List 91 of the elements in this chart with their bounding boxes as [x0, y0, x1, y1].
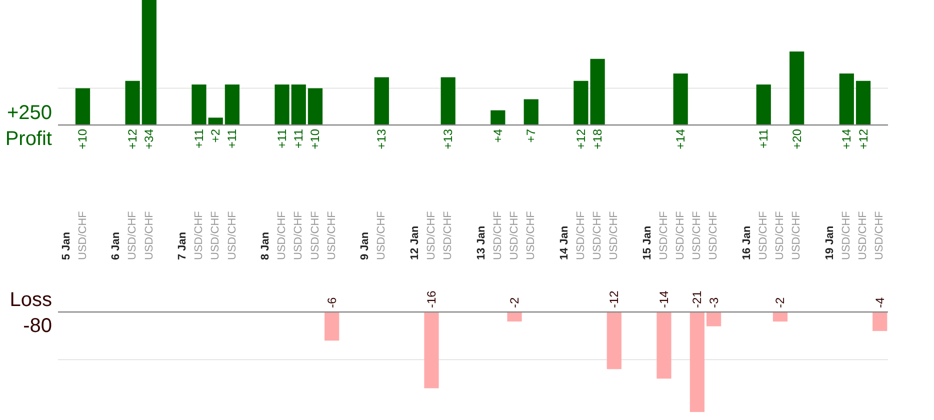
data-label: -2	[508, 297, 522, 308]
data-label: +11	[756, 128, 771, 148]
data-label: -3	[706, 297, 721, 308]
data-label: -12	[607, 290, 622, 308]
data-label: +12	[856, 128, 870, 150]
data-label: +2	[208, 128, 223, 143]
bar	[308, 88, 323, 125]
data-label: -2	[773, 297, 788, 308]
x-tick-label: USD/CHF	[658, 210, 670, 260]
x-tick-label: 5 Jan	[60, 232, 72, 260]
x-tick-label: USD/CHF	[874, 210, 886, 260]
x-tick-label: USD/CHF	[774, 210, 786, 260]
bar	[524, 99, 538, 125]
data-label: +14	[674, 128, 688, 150]
bar	[790, 51, 804, 125]
series-label: Profit	[5, 128, 52, 150]
x-tick-label: USD/CHF	[292, 210, 305, 260]
x-tick-label: USD/CHF	[76, 210, 89, 260]
x-tick-label: USD/CHF	[525, 210, 538, 260]
bar	[673, 74, 688, 125]
text: -80	[23, 315, 52, 337]
bar	[224, 84, 240, 125]
bar	[291, 84, 306, 125]
data-label: +10	[76, 128, 90, 150]
x-tick-label: USD/CHF	[492, 210, 504, 260]
x-tick-label: 13 Jan	[475, 225, 488, 260]
x-tick-label: USD/CHF	[210, 210, 222, 260]
x-tick-label: USD/CHF	[674, 210, 686, 260]
data-label: +7	[524, 128, 538, 143]
data-label: -4	[872, 297, 887, 308]
data-label: +20	[790, 128, 804, 150]
data-label: -6	[324, 297, 339, 308]
x-tick-label: USD/CHF	[857, 210, 870, 260]
text: Loss	[10, 289, 52, 311]
x-tick-label: USD/CHF	[790, 210, 803, 260]
text: +250	[6, 102, 52, 124]
x-tick-label: USD/CHF	[126, 210, 139, 260]
data-label: +34	[142, 128, 156, 150]
bar	[374, 77, 389, 125]
bar	[75, 88, 90, 125]
x-tick-label: USD/CHF	[376, 210, 388, 260]
x-tick-label: 16 Jan	[740, 225, 753, 260]
x-tick-label: 8 Jan	[260, 232, 272, 260]
bar	[856, 80, 871, 125]
data-label: -21	[690, 290, 704, 308]
x-tick-label: USD/CHF	[326, 210, 338, 260]
x-tick-label: USD/CHF	[276, 210, 288, 260]
bar	[142, 0, 156, 125]
x-tick-label: 12 Jan	[408, 225, 421, 260]
x-tick-label: USD/CHF	[758, 210, 770, 260]
x-tick-label: USD/CHF	[840, 210, 852, 260]
data-label: +13	[374, 128, 389, 150]
data-label: +11	[292, 128, 306, 148]
x-tick-label: USD/CHF	[574, 210, 587, 260]
data-label: +11	[192, 128, 206, 148]
data-label: +14	[840, 128, 854, 150]
x-tick-label: USD/CHF	[608, 210, 620, 260]
x-tick-label: USD/CHF	[442, 210, 454, 260]
x-tick-label: 14 Jan	[558, 225, 570, 260]
x-tick-label: USD/CHF	[143, 210, 156, 260]
x-tick-label: USD/CHF	[226, 210, 238, 260]
x-tick-label: USD/CHF	[508, 210, 520, 260]
bar	[125, 80, 140, 125]
data-label: +11	[225, 128, 240, 148]
bar	[839, 74, 854, 125]
data-label: +13	[441, 128, 456, 150]
x-tick-label: USD/CHF	[193, 210, 206, 260]
x-tick-label: 7 Jan	[176, 232, 188, 260]
x-tick-label: 6 Jan	[110, 232, 122, 260]
data-label: -14	[656, 290, 671, 308]
bar	[192, 84, 206, 125]
data-label: -16	[424, 290, 438, 308]
x-tick-label: USD/CHF	[309, 210, 322, 260]
data-label: +12	[574, 128, 588, 150]
data-label: +4	[490, 128, 505, 143]
bar	[274, 84, 290, 125]
x-tick-label: USD/CHF	[691, 210, 704, 260]
data-label: +11	[275, 128, 290, 148]
data-label: +10	[308, 128, 322, 150]
bar	[490, 110, 506, 125]
bar	[440, 77, 456, 125]
x-tick-label: USD/CHF	[592, 210, 604, 260]
x-tick-label: 9 Jan	[359, 232, 372, 260]
x-tick-label: 15 Jan	[641, 225, 654, 260]
x-tick-label: 19 Jan	[824, 225, 836, 260]
bar	[756, 84, 771, 125]
data-label: +18	[590, 128, 605, 150]
data-label: +12	[126, 128, 140, 150]
bar	[208, 118, 223, 125]
x-tick-label: USD/CHF	[708, 210, 720, 260]
x-tick-label: USD/CHF	[426, 210, 438, 260]
